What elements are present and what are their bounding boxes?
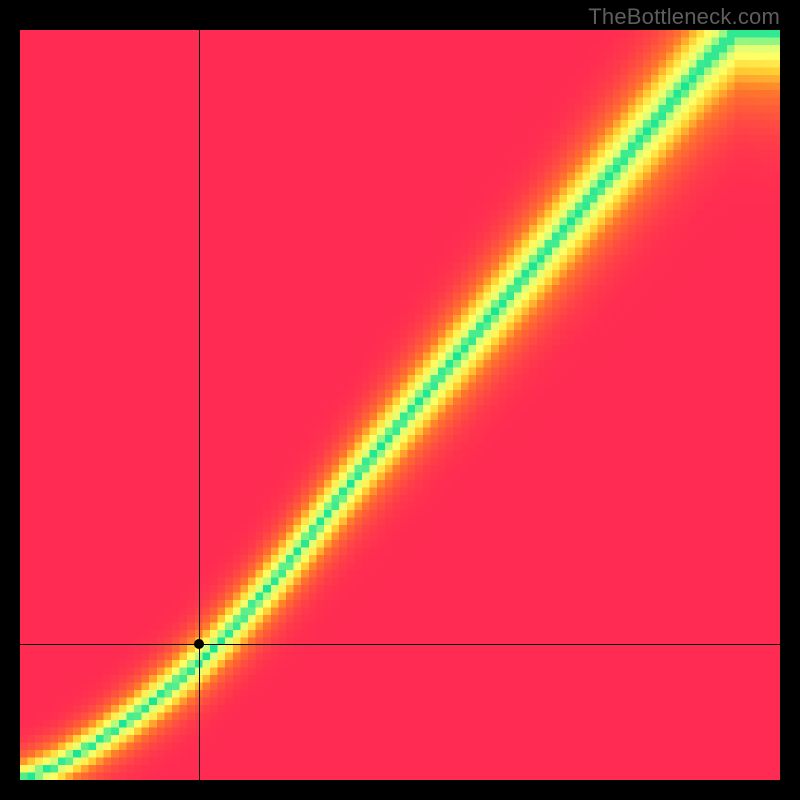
crosshair-point <box>194 639 204 649</box>
watermark: TheBottleneck.com <box>588 4 780 30</box>
heatmap-canvas <box>20 30 780 780</box>
crosshair-vertical <box>199 30 200 780</box>
crosshair-horizontal <box>20 644 780 645</box>
plot-area <box>20 30 780 780</box>
